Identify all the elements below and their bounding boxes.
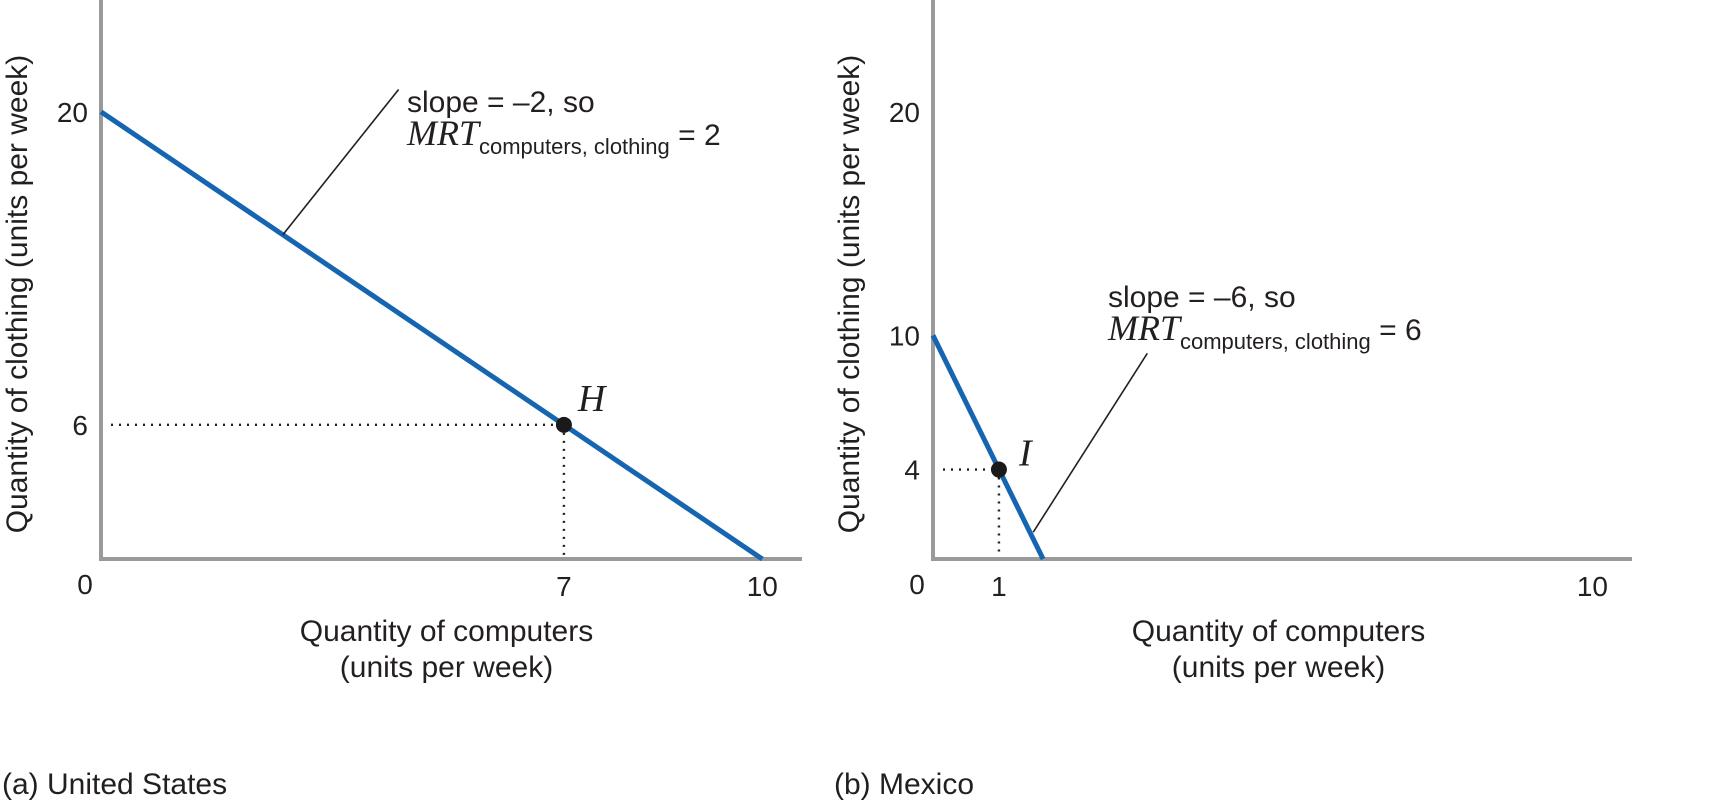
mrt-symbol: MRT (406, 113, 482, 153)
x-tick-label: 1 (991, 571, 1007, 602)
mrt-value: = 2 (670, 119, 721, 152)
y-tick-label: 20 (57, 97, 88, 128)
x-axis-title-line2: (units per week) (340, 651, 553, 684)
x-axis-title-line1: Quantity of computers (300, 615, 593, 648)
x-axis-title-line2: (units per week) (1172, 651, 1385, 684)
ppf-line (99, 109, 764, 562)
mrt-symbol: MRT (1107, 308, 1183, 348)
panel-label: (b) Mexico (834, 768, 974, 801)
mrt-value: = 6 (1371, 314, 1422, 347)
origin-label: 0 (909, 569, 925, 600)
x-axis-title-line1: Quantity of computers (1132, 615, 1425, 648)
annotation-pointer (282, 88, 400, 236)
panel-label: (a) United States (2, 768, 227, 801)
y-tick-label: 20 (889, 97, 920, 128)
x-tick-label: 10 (747, 571, 778, 602)
y-axis-title: Quantity of clothing (units per week) (833, 55, 866, 534)
y-axis-title: Quantity of clothing (units per week) (1, 55, 34, 534)
ppf-line (930, 334, 1046, 561)
panel-mexico: I slope = –6, so MRTcomputers, clothing … (833, 0, 1632, 801)
point-label-i: I (1018, 433, 1034, 475)
annotation-pointer (1032, 352, 1148, 533)
point-label-h: H (577, 378, 608, 420)
panel-united-states: H slope = –2, so MRTcomputers, clothing … (1, 0, 802, 801)
mrt-subscript: computers, clothing (1180, 329, 1371, 354)
slope-annotation: slope = –6, so (1108, 281, 1296, 314)
origin-label: 0 (77, 569, 93, 600)
y-tick-label: 10 (889, 320, 920, 351)
y-tick-label: 6 (72, 410, 88, 441)
guide-lines (111, 423, 566, 559)
y-tick-label: 4 (904, 455, 920, 486)
mrt-annotation: MRTcomputers, clothing = 6 (1107, 308, 1422, 354)
point-i (990, 461, 1007, 478)
point-h (555, 416, 572, 433)
x-tick-label: 7 (556, 571, 572, 602)
slope-annotation: slope = –2, so (407, 86, 595, 119)
guide-lines (943, 468, 1001, 559)
mrt-annotation: MRTcomputers, clothing = 2 (406, 113, 721, 159)
x-tick-label: 10 (1577, 571, 1608, 602)
mrt-subscript: computers, clothing (479, 134, 670, 159)
